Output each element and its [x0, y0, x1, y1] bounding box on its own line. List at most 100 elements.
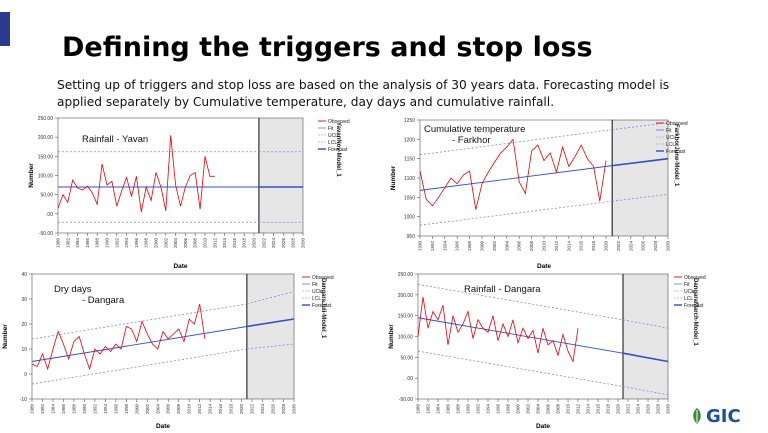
accent-bar [0, 12, 10, 46]
x-tick-label: 2026 [281, 238, 286, 249]
forecast-line [246, 318, 295, 328]
forecast-ucl-line [612, 122, 669, 131]
x-tick-label: 2002 [492, 241, 497, 252]
legend-ucl-label: UCL [312, 289, 322, 295]
x-tick-label: 1986 [85, 238, 90, 249]
x-tick-label: 1992 [92, 404, 97, 415]
chart-temperature-farkhor: 950 1000 1050 1100 1150 1200 1250 1990 1992 1994 1… [384, 112, 768, 270]
observed-line [31, 303, 206, 371]
x-tick-label: 1996 [496, 404, 501, 415]
x-tick-label: 1984 [436, 404, 441, 415]
chart-rainfall-yavan: -50.00 .00 50.00 100.00 150.00 200.00 250.00 19… [0, 112, 384, 270]
legend-lcl-label: LCL [684, 296, 693, 302]
x-axis-label: Date [537, 263, 551, 270]
x-tick-label: 2012 [554, 241, 559, 252]
x-tick-label: 2022 [616, 241, 621, 252]
y-axis-label: Number [390, 165, 397, 190]
x-tick-label: 2028 [291, 238, 296, 249]
x-axis-label: Date [156, 423, 170, 430]
y-tick-label: 1200 [404, 137, 415, 143]
observed-line [57, 135, 215, 212]
x-tick-label: 2008 [556, 404, 561, 415]
model-label: FarkhorJune-Model_1 [673, 124, 679, 187]
x-tick-label: 1982 [40, 404, 45, 415]
x-tick-label: 2004 [155, 404, 160, 415]
legend-observed-label: Observed [328, 119, 350, 125]
legend-forecast-label: Forecast [684, 303, 704, 309]
x-tick-label: 2002 [145, 404, 150, 415]
x-tick-label: 2000 [516, 404, 521, 415]
x-tick-label: 2026 [646, 404, 651, 415]
forecast-line [612, 157, 669, 167]
x-tick-label: 1980 [416, 404, 421, 415]
x-tick-label: 1980 [30, 404, 35, 415]
x-tick-label: 2016 [218, 404, 223, 415]
y-tick-label: 10 [21, 347, 27, 353]
x-tick-label: 2030 [301, 238, 306, 249]
x-tick-label: 1990 [466, 404, 471, 415]
model-label: YavanNov-Model_1 [335, 122, 341, 177]
chart-title: - Dangara [82, 295, 125, 306]
legend-fit-label: Fit [666, 128, 672, 134]
x-tick-label: 1986 [61, 404, 66, 415]
y-tick-label: 100.00 [398, 335, 414, 341]
x-tick-label: 1996 [134, 238, 139, 249]
x-tick-label: 2028 [656, 404, 661, 415]
forecast-area [246, 273, 295, 400]
y-tick-label: 1100 [404, 176, 415, 182]
y-tick-label: 950 [407, 234, 416, 240]
y-tick-label: .00 [46, 212, 53, 218]
y-tick-label: 40 [21, 272, 27, 278]
legend-observed-label: Observed [684, 275, 706, 281]
y-tick-label: -50.00 [39, 231, 53, 237]
y-axis-label: Number [2, 324, 9, 349]
x-tick-label: 2000 [134, 404, 139, 415]
x-tick-label: 1988 [456, 404, 461, 415]
chart-title: Cumulative temperature [424, 124, 525, 135]
x-tick-label: 2020 [616, 404, 621, 415]
x-tick-label: 2024 [271, 238, 276, 249]
x-tick-label: 1994 [442, 241, 447, 252]
forecast-area [622, 273, 669, 400]
x-tick-label: 2002 [163, 238, 168, 249]
x-tick-label: 2020 [604, 241, 609, 252]
ucl-line [419, 129, 613, 156]
x-tick-label: 1980 [56, 238, 61, 249]
chart-svg: 950 1000 1050 1100 1150 1200 1250 1990 1992 1994 1… [390, 118, 688, 270]
model-label: DangaraJuli-Model_1 [320, 278, 326, 339]
legend-fit-label: Fit [328, 126, 334, 132]
x-tick-label: 1998 [124, 404, 129, 415]
ucl-line [417, 284, 624, 321]
leaf-icon [693, 408, 701, 424]
lcl-line [419, 200, 613, 226]
x-tick-label: 2012 [197, 404, 202, 415]
legend-fit-label: Fit [684, 282, 690, 288]
forecast-ucl-line [246, 291, 295, 305]
x-tick-label: 2030 [666, 241, 671, 252]
x-tick-label: 2022 [626, 404, 631, 415]
y-tick-label: 50.00 [400, 355, 413, 361]
logo-text: GIC [706, 406, 741, 427]
x-tick-label: 2018 [229, 404, 234, 415]
x-tick-label: 2002 [526, 404, 531, 415]
x-tick-label: 2014 [566, 241, 571, 252]
x-tick-label: 2014 [208, 404, 213, 415]
y-tick-label: 1050 [404, 195, 415, 201]
x-tick-label: 2018 [242, 238, 247, 249]
x-tick-label: 2016 [579, 241, 584, 252]
y-tick-label: 1000 [404, 215, 415, 221]
forecast-line [622, 352, 669, 363]
x-tick-label: 2018 [591, 241, 596, 252]
y-axis-label: Number [28, 163, 35, 188]
observed-line [419, 138, 607, 210]
x-tick-label: 2026 [641, 241, 646, 252]
x-tick-label: 2008 [176, 404, 181, 415]
x-tick-label: 1988 [95, 238, 100, 249]
legend-observed-label: Observed [666, 121, 688, 127]
x-tick-label: 2022 [250, 404, 255, 415]
legend-observed-label: Observed [312, 275, 334, 281]
x-tick-label: 1992 [476, 404, 481, 415]
x-tick-label: 2010 [187, 404, 192, 415]
forecast-area [611, 119, 669, 237]
x-tick-label: 1996 [455, 241, 460, 252]
